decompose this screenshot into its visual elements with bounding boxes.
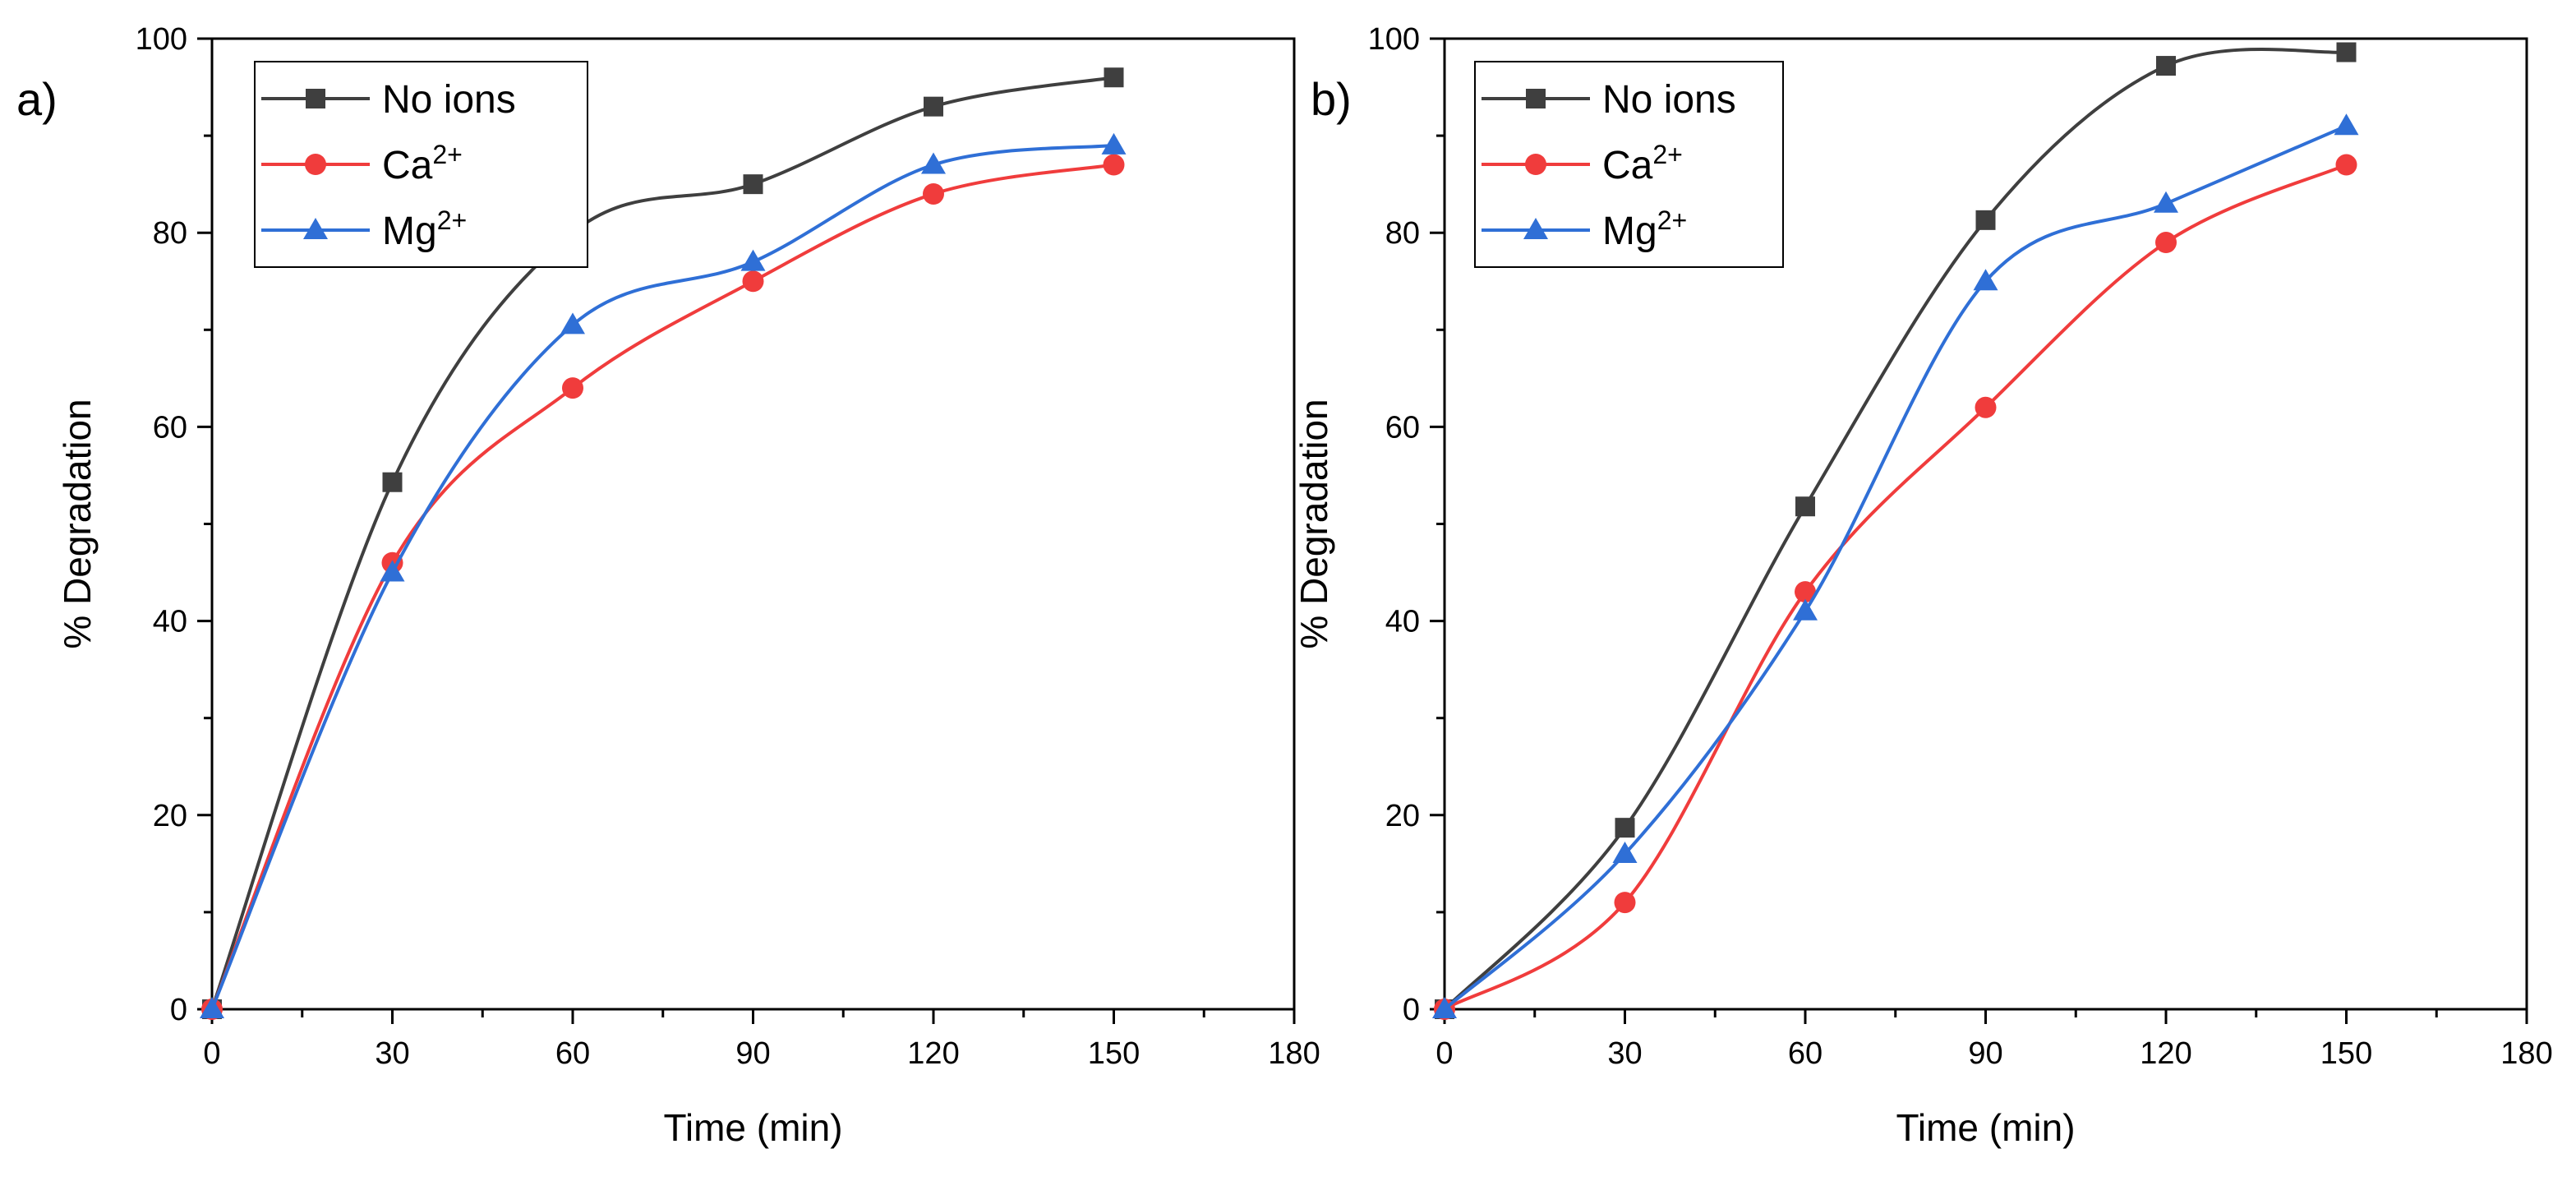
- data-point: [382, 472, 403, 492]
- data-point: [1975, 396, 1997, 418]
- data-point: [2156, 56, 2176, 76]
- x-tick-label: 30: [375, 1036, 409, 1071]
- series-mg: [1432, 113, 2359, 1018]
- legend-label: No ions: [1602, 78, 1736, 122]
- data-point: [2335, 154, 2357, 176]
- y-tick-label: 0: [1403, 993, 1420, 1027]
- data-point: [1614, 892, 1636, 914]
- panel-label: b): [1311, 73, 1352, 125]
- legend-label: No ions: [382, 78, 516, 122]
- y-tick-label: 80: [1385, 216, 1420, 251]
- y-tick-label: 0: [170, 993, 187, 1027]
- data-point: [1101, 132, 1127, 155]
- x-tick-label: 90: [735, 1036, 770, 1071]
- data-point: [742, 270, 764, 293]
- data-point: [740, 249, 766, 271]
- x-tick-label: 90: [1968, 1036, 2002, 1071]
- data-point: [1975, 210, 1996, 230]
- y-axis-title: % Degradation: [1293, 399, 1335, 648]
- data-point: [743, 174, 763, 195]
- data-point: [1432, 997, 1457, 1018]
- data-point: [380, 560, 405, 582]
- data-point: [924, 96, 943, 117]
- legend-swatch-marker: [306, 89, 325, 108]
- legend-swatch-marker: [1523, 218, 1548, 239]
- y-tick-label: 60: [1385, 410, 1420, 445]
- data-point: [923, 182, 944, 205]
- x-tick-label: 120: [907, 1036, 959, 1071]
- y-axis-title: % Degradation: [56, 399, 99, 648]
- data-point: [1615, 818, 1635, 838]
- data-point: [1795, 496, 1815, 517]
- y-tick-label: 100: [1368, 22, 1420, 57]
- y-tick-label: 20: [1385, 799, 1420, 833]
- x-tick-label: 120: [2140, 1036, 2191, 1071]
- data-point: [2154, 191, 2178, 213]
- data-point: [1973, 269, 1998, 291]
- series-line: [210, 163, 1114, 1010]
- legend-swatch-marker: [305, 154, 326, 175]
- x-axis-title: Time (min): [1896, 1106, 2075, 1149]
- x-tick-label: 180: [1268, 1036, 1320, 1071]
- x-tick-label: 30: [1607, 1036, 1642, 1071]
- data-point: [1104, 67, 1124, 88]
- data-point: [1795, 581, 1816, 603]
- x-axis-title: Time (min): [663, 1106, 842, 1149]
- x-tick-label: 0: [1435, 1036, 1453, 1071]
- x-tick-label: 60: [1788, 1036, 1823, 1071]
- y-tick-label: 40: [1385, 605, 1420, 639]
- x-tick-label: 150: [2320, 1036, 2372, 1071]
- data-point: [2155, 232, 2177, 254]
- chart-panel-b: 0 30 60 90 120 150 180 0 20 40 60 80 100 Time (min) % …: [1293, 22, 2553, 1149]
- y-tick-label: 40: [153, 605, 187, 639]
- y-tick-label: 20: [153, 799, 187, 833]
- x-tick-label: 150: [1088, 1036, 1140, 1071]
- legend-swatch-marker: [303, 218, 328, 239]
- legend-swatch-marker: [1526, 89, 1546, 108]
- data-point: [562, 377, 583, 399]
- data-point: [200, 997, 224, 1018]
- y-tick-label: 100: [136, 22, 187, 57]
- data-point: [1793, 598, 1818, 620]
- y-tick-label: 80: [153, 216, 187, 251]
- x-tick-label: 60: [555, 1036, 590, 1071]
- panel-label: a): [16, 73, 58, 125]
- y-tick-label: 60: [153, 410, 187, 445]
- x-tick-label: 0: [203, 1036, 220, 1071]
- data-point: [560, 312, 585, 334]
- data-point: [921, 152, 946, 174]
- chart-panel-a: 0 30 60 90 120 150 180 0 20 40 60 80 100 Time (min) % …: [16, 22, 1320, 1149]
- data-point: [1103, 154, 1125, 176]
- data-point: [1612, 842, 1638, 864]
- x-tick-label: 180: [2500, 1036, 2552, 1071]
- legend-swatch-marker: [1525, 154, 1546, 175]
- series-line: [210, 143, 1114, 1010]
- data-point: [2336, 42, 2357, 62]
- data-point: [2334, 113, 2359, 136]
- series-mg: [200, 132, 1127, 1018]
